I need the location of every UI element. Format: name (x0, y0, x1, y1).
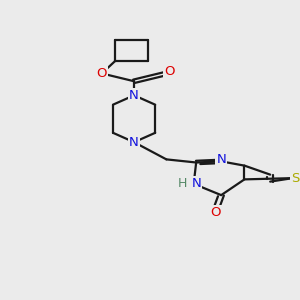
Text: H: H (178, 177, 188, 190)
Text: O: O (164, 65, 175, 78)
Text: O: O (97, 67, 107, 80)
Text: N: N (216, 153, 226, 166)
Text: S: S (291, 172, 299, 184)
Text: N: N (129, 136, 139, 149)
Text: O: O (210, 206, 220, 219)
Text: N: N (129, 89, 139, 102)
Text: N: N (191, 177, 201, 190)
